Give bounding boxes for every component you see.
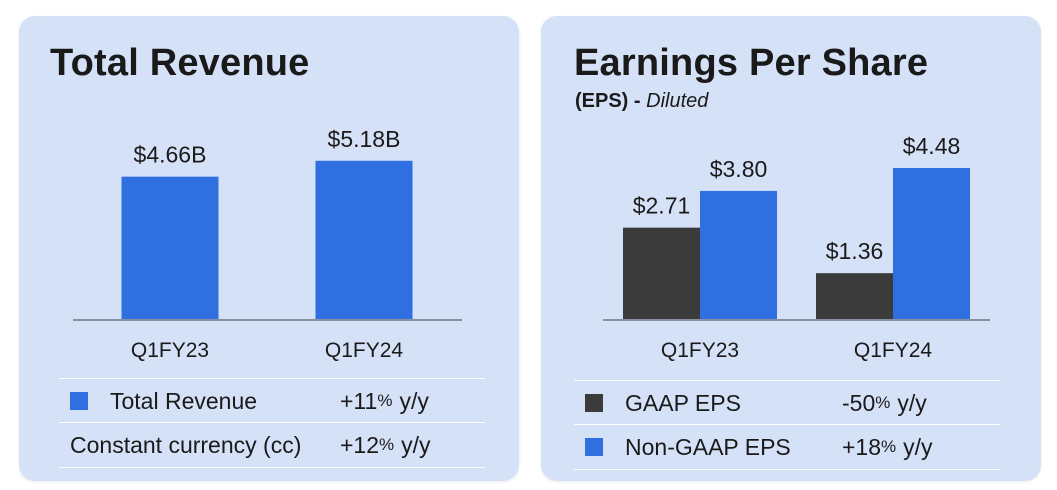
- data-label-total-revenue-q1fy24: $5.18B: [328, 126, 401, 152]
- data-label-gaap-eps-q1fy24: $1.36: [826, 238, 884, 264]
- total-revenue-swatch: [70, 392, 88, 410]
- revenue-title: Total Revenue: [50, 42, 310, 84]
- x-tick-label-q1fy24: Q1FY24: [854, 339, 933, 362]
- change-percent-sign: %: [881, 437, 897, 456]
- revenue-bar-chart: $4.66B Q1FY23 $5.18B Q1FY24: [73, 126, 462, 362]
- eps-title: Earnings Per Share: [574, 42, 929, 84]
- change-value: +18: [842, 433, 882, 460]
- non-gaap-eps-swatch: [585, 438, 603, 456]
- legend-row-constant-currency: Constant currency (cc) +12% y/y: [59, 422, 485, 468]
- legend-label-non-gaap-eps: Non-GAAP EPS: [625, 433, 791, 460]
- legend-label-constant-currency: Constant currency (cc): [70, 431, 302, 458]
- x-tick-label-q1fy23: Q1FY23: [131, 339, 209, 362]
- bar-non-gaap-eps-q1fy23: [700, 190, 777, 319]
- bar-gaap-eps-q1fy23: [623, 227, 700, 319]
- gaap-eps-change: -50% y/y: [842, 381, 927, 425]
- x-tick-label-q1fy24: Q1FY24: [325, 339, 404, 362]
- non-gaap-eps-change: +18% y/y: [842, 425, 933, 469]
- eps-panel: Earnings Per Share (EPS) - Diluted $2.71…: [541, 16, 1041, 481]
- legend-row-total-revenue: Total Revenue +11% y/y: [59, 378, 485, 423]
- change-value: +11: [340, 387, 378, 414]
- change-unit: y/y: [903, 433, 933, 460]
- eps-bar-chart: $2.71 $3.80 Q1FY23 $1.36 $4.48 Q1FY24: [603, 133, 990, 362]
- eps-subtitle: (EPS) - Diluted: [575, 90, 708, 113]
- legend-label-gaap-eps: GAAP EPS: [625, 389, 741, 416]
- eps-subtitle-diluted: Diluted: [646, 90, 709, 112]
- total-revenue-change: +11% y/y: [340, 379, 429, 423]
- change-percent-sign: %: [377, 391, 393, 410]
- change-value: +12: [340, 431, 380, 458]
- bar-total-revenue-q1fy24: [315, 160, 413, 319]
- change-unit: y/y: [399, 387, 429, 414]
- bar-non-gaap-eps-q1fy24: [893, 168, 970, 319]
- data-label-non-gaap-eps-q1fy24: $4.48: [903, 133, 961, 159]
- data-label-non-gaap-eps-q1fy23: $3.80: [710, 156, 768, 182]
- change-unit: y/y: [401, 431, 431, 458]
- bar-gaap-eps-q1fy24: [816, 273, 893, 319]
- bar-total-revenue-q1fy23: [121, 176, 219, 319]
- eps-subtitle-separator: -: [628, 90, 647, 112]
- legend-row-gaap-eps: GAAP EPS -50% y/y: [574, 380, 1000, 425]
- change-percent-sign: %: [875, 393, 891, 412]
- legend-row-non-gaap-eps: Non-GAAP EPS +18% y/y: [574, 424, 1000, 470]
- x-tick-label-q1fy23: Q1FY23: [661, 339, 739, 362]
- data-label-total-revenue-q1fy23: $4.66B: [134, 142, 207, 168]
- total-revenue-panel: Total Revenue $4.66B Q1FY23 $5.18B Q1FY24 T…: [19, 16, 519, 481]
- change-percent-sign: %: [379, 435, 395, 454]
- gaap-eps-swatch: [585, 394, 603, 412]
- constant-currency-change: +12% y/y: [340, 423, 431, 467]
- data-label-gaap-eps-q1fy23: $2.71: [633, 193, 691, 219]
- change-value: -50: [842, 389, 876, 416]
- legend-label-total-revenue: Total Revenue: [110, 387, 258, 414]
- change-unit: y/y: [897, 389, 927, 416]
- eps-subtitle-abbrev: (EPS): [575, 90, 629, 112]
